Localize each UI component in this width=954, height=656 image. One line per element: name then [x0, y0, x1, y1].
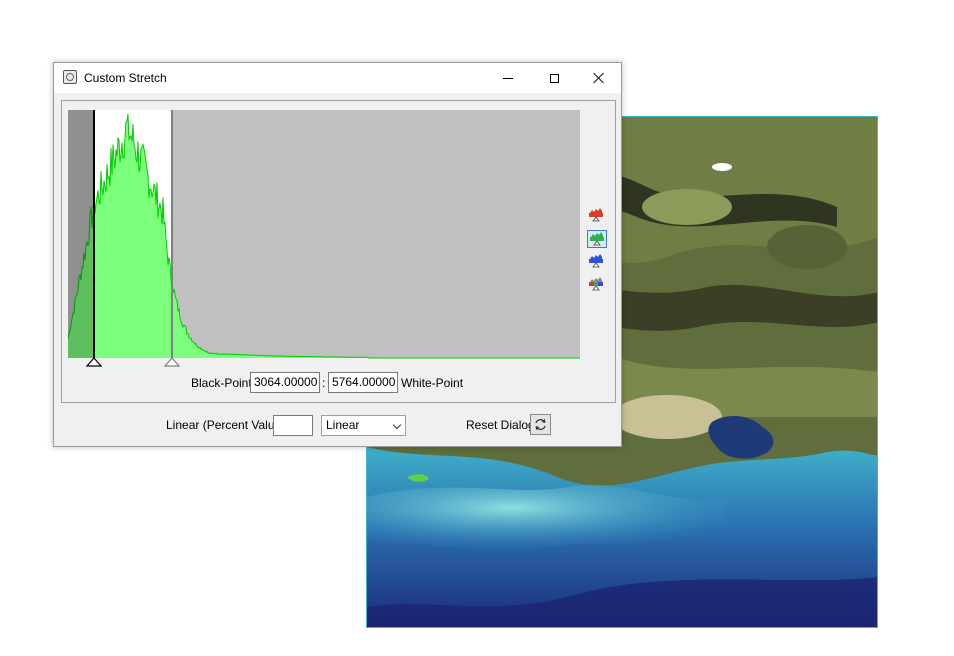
blue-band-button[interactable]: [587, 253, 607, 271]
linear-percent-input[interactable]: [273, 415, 313, 436]
maximize-icon: [549, 73, 559, 83]
green-band-button[interactable]: [587, 230, 607, 248]
black-point-input[interactable]: 3064.00000: [250, 372, 320, 393]
chevron-down-icon: [392, 420, 402, 430]
rgb-band-button[interactable]: [587, 276, 607, 294]
red-band-icon: [589, 208, 603, 222]
close-button[interactable]: [576, 63, 622, 93]
stretch-type-value: Linear: [326, 418, 360, 432]
reset-dialog-label: Reset Dialog: [466, 418, 535, 432]
green-band-icon: [590, 232, 604, 246]
below-black-point-shade: [68, 110, 94, 358]
black-point-label: Black-Point: [191, 376, 252, 390]
stretch-type-select[interactable]: Linear: [321, 415, 406, 436]
minimize-icon: [503, 77, 513, 79]
black-point-handle[interactable]: [85, 357, 103, 367]
reset-dialog-button[interactable]: [530, 414, 551, 435]
histogram-group: Black-Point 3064.00000 : 5764.00000 Whit…: [61, 100, 616, 403]
white-point-label: White-Point: [401, 376, 464, 390]
app-icon: [63, 70, 77, 84]
refresh-icon: [535, 418, 546, 431]
custom-stretch-dialog: Custom Stretch: [53, 62, 622, 447]
histogram-fill: [68, 114, 580, 358]
red-band-button[interactable]: [587, 207, 607, 225]
dialog-title: Custom Stretch: [84, 71, 167, 85]
close-icon: [593, 72, 605, 84]
white-point-input[interactable]: 5764.00000: [328, 372, 398, 393]
point-separator: :: [322, 376, 326, 390]
title-bar[interactable]: Custom Stretch: [54, 63, 621, 93]
maximize-button[interactable]: [531, 63, 577, 93]
blue-band-icon: [589, 254, 603, 268]
white-point-handle[interactable]: [163, 357, 181, 367]
histogram-chart[interactable]: [68, 110, 588, 372]
histogram-line: [68, 113, 580, 359]
linear-percent-label: Linear (Percent Value): [166, 418, 286, 432]
minimize-button[interactable]: [485, 63, 531, 93]
rgb-band-icon: [589, 277, 603, 291]
